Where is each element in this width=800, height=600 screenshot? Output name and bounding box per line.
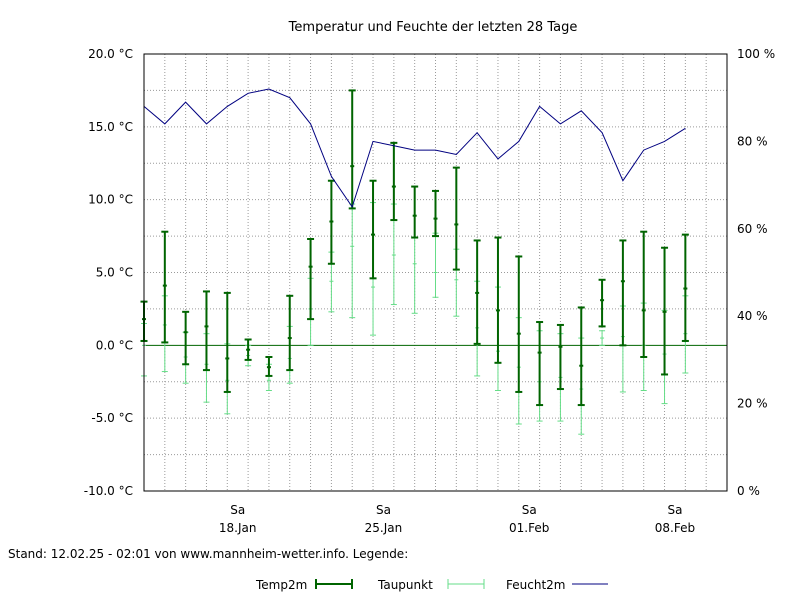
series-feucht2m-line: [143, 88, 686, 209]
y-right-tick-label: 20 %: [737, 397, 768, 411]
legend-item-temp2m: Temp2m: [255, 578, 353, 592]
x-weekday-label: Sa: [522, 503, 537, 517]
legend: Temp2m Taupunkt Feucht2m: [255, 578, 608, 592]
y-left-tick-label: 20.0 °C: [88, 47, 133, 61]
legend-label: Taupunkt: [377, 578, 433, 592]
x-weekday-label: Sa: [230, 503, 245, 517]
legend-item-taupunkt: Taupunkt: [377, 578, 485, 592]
chart-marks: [140, 88, 689, 435]
chart-title: Temperatur und Feuchte der letzten 28 Ta…: [288, 20, 578, 35]
x-date-label: 18.Jan: [219, 521, 257, 535]
x-date-label: 08.Feb: [655, 521, 695, 535]
legend-label: Temp2m: [255, 578, 307, 592]
tick-labels: -10.0 °C -5.0 °C 0.0 °C 5.0 °C 10.0 °C 15.0 °…: [84, 47, 775, 535]
y-left-tick-label: 0.0 °C: [96, 338, 133, 352]
y-right-tick-label: 100 %: [737, 47, 775, 61]
y-left-tick-label: 5.0 °C: [96, 266, 133, 280]
x-weekday-label: Sa: [376, 503, 391, 517]
y-left-tick-label: -10.0 °C: [84, 484, 133, 498]
footer-stand-text: Stand: 12.02.25 - 02:01 von www.mannheim…: [8, 547, 408, 561]
y-right-tick-label: 60 %: [737, 222, 768, 236]
plot-frame: [143, 53, 728, 492]
x-date-label: 01.Feb: [509, 521, 549, 535]
series-temp2m: [140, 89, 689, 407]
y-right-tick-label: 40 %: [737, 309, 768, 323]
x-weekday-label: Sa: [667, 503, 682, 517]
legend-label: Feucht2m: [506, 578, 565, 592]
y-left-tick-label: 10.0 °C: [88, 193, 133, 207]
y-right-tick-label: 80 %: [737, 134, 768, 148]
y-right-tick-label: 0 %: [737, 484, 760, 498]
y-left-tick-label: -5.0 °C: [91, 411, 133, 425]
x-date-label: 25.Jan: [365, 521, 403, 535]
legend-item-feucht2m: Feucht2m: [506, 578, 608, 592]
y-left-tick-label: 15.0 °C: [88, 120, 133, 134]
